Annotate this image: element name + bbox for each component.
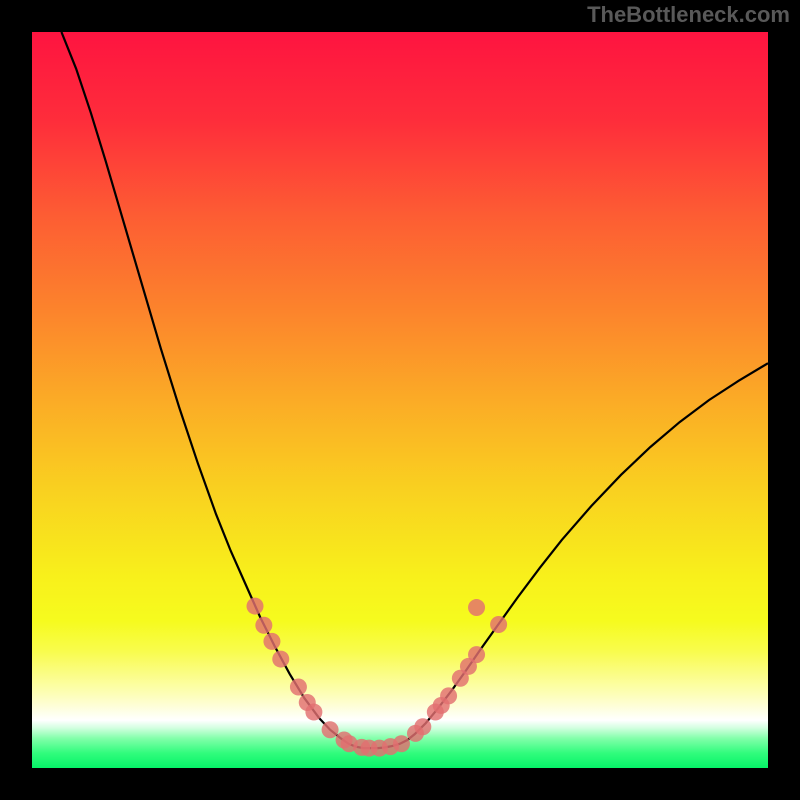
data-marker [263, 633, 280, 650]
data-marker [305, 704, 322, 721]
data-marker [414, 718, 431, 735]
data-marker [255, 617, 272, 634]
data-marker [247, 598, 264, 615]
data-marker [468, 646, 485, 663]
chart-svg [32, 32, 768, 768]
data-marker [490, 616, 507, 633]
data-marker [440, 687, 457, 704]
data-marker [290, 679, 307, 696]
watermark-text: TheBottleneck.com [587, 2, 790, 28]
frame-right [768, 0, 800, 800]
data-marker [322, 721, 339, 738]
data-marker [468, 599, 485, 616]
data-marker [272, 651, 289, 668]
data-marker [393, 735, 410, 752]
frame-left [0, 0, 32, 800]
frame-bottom [0, 768, 800, 800]
bottleneck-chart [32, 32, 768, 768]
gradient-background [32, 32, 768, 768]
